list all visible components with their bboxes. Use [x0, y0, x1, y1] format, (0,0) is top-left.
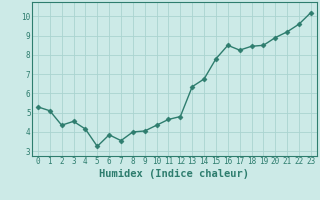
- X-axis label: Humidex (Indice chaleur): Humidex (Indice chaleur): [100, 169, 249, 179]
